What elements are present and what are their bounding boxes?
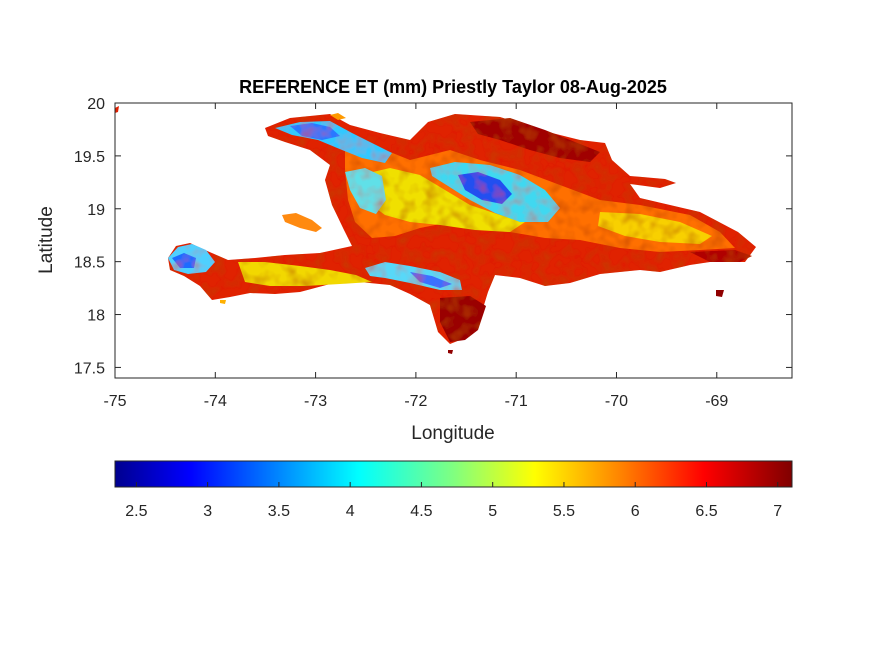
colorbar-tick-label: 3 [203,503,212,520]
tortuga-island [330,113,346,120]
region-blue-southwest [172,253,196,268]
region-yellow-central [360,168,525,232]
beata-island [448,350,453,354]
x-axis-ticks: -75 -74 -73 -72 -71 -70 -69 [103,103,728,410]
y-axis-label: Latitude [36,206,57,274]
colorbar-tick-label: 6 [631,503,640,520]
island-mainland [168,114,756,344]
y-tick-label: 18 [87,308,105,325]
region-darkred-northeast [470,118,600,162]
hispaniola-island [168,114,756,344]
x-tick-label: -73 [304,393,327,410]
islet-west [220,300,226,304]
region-cyan-northcentral [345,168,386,214]
corner-islet [115,106,119,113]
chart-title: REFERENCE ET (mm) Priestly Taylor 08-Aug… [239,77,667,97]
x-tick-label: -74 [204,393,227,410]
axes-frame [114,102,793,379]
region-blue-massif [410,272,452,288]
x-tick-label: -69 [705,393,728,410]
region-yellow-east [598,212,712,244]
et-raster [115,106,756,354]
y-tick-label: 19.5 [74,149,105,166]
colorbar-ticks: 2.5 3 3.5 4 4.5 5 5.5 6 6.5 7 [125,482,782,520]
y-tick-label: 19 [87,202,105,219]
region-blue-northwest [290,123,340,140]
colorbar-tick-label: 5 [488,503,497,520]
colorbar [114,460,793,488]
region-blue-peak [458,172,512,204]
colorbar-tick-label: 6.5 [695,503,717,520]
colorbar-tick-label: 4 [346,503,355,520]
colorbar-tick-label: 3.5 [268,503,290,520]
y-tick-label: 20 [87,96,105,113]
x-axis-label: Longitude [411,423,494,444]
region-yellow-south [238,262,372,286]
colorbar-tick-label: 2.5 [125,503,147,520]
region-darkred-east [690,250,752,262]
x-tick-label: -72 [404,393,427,410]
y-tick-label: 18.5 [74,255,105,272]
colorbar-tick-label: 4.5 [410,503,432,520]
gonave-island [282,213,322,232]
x-tick-label: -75 [103,393,126,410]
colorbar-tick-label: 5.5 [553,503,575,520]
y-axis-ticks: 17.5 18 18.5 19 19.5 20 [74,96,792,377]
x-tick-label: -71 [505,393,528,410]
y-tick-label: 17.5 [74,360,105,377]
saona-island [716,290,724,297]
colorbar-tick-label: 7 [773,503,782,520]
x-tick-label: -70 [605,393,628,410]
region-darkred-southeast [440,296,486,342]
